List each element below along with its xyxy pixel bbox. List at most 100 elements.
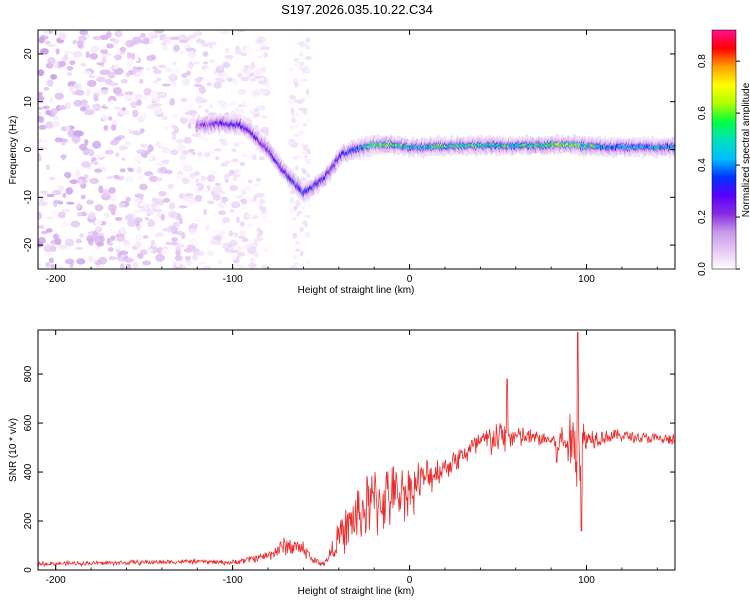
spectrogram-noise-blob xyxy=(246,191,256,197)
spectrogram-noise-blob xyxy=(228,230,234,237)
spectrogram-noise-blob xyxy=(219,141,229,147)
spectrogram-noise-blob xyxy=(252,196,257,202)
spectrogram-noise-blob xyxy=(49,163,60,168)
spectrogram-noise-blob xyxy=(114,216,123,221)
spectrogram-noise-blob xyxy=(238,187,243,196)
spectrogram-noise-blob xyxy=(193,61,201,65)
spectrogram-marks xyxy=(38,30,675,269)
spectrogram-noise-blob xyxy=(56,61,66,68)
spectrogram-noise-blob xyxy=(204,137,210,143)
spectrogram-noise-blob xyxy=(69,60,76,66)
spectrogram-noise-blob xyxy=(81,225,89,230)
spectrogram-noise-blob xyxy=(66,65,74,71)
spectrogram-noise-blob xyxy=(161,146,171,154)
spectrogram-noise-blob xyxy=(305,56,312,61)
spectrogram-noise-blob xyxy=(50,73,58,80)
spectrogram-noise-blob xyxy=(235,216,240,224)
spectrogram-noise-blob xyxy=(178,205,188,209)
spectrogram-noise-blob xyxy=(168,73,178,82)
spectrogram-noise-blob xyxy=(108,255,117,261)
spectrogram-noise-blob xyxy=(172,113,179,118)
spectrogram-noise-blob xyxy=(180,97,188,103)
spectrogram-noise-blob xyxy=(121,157,126,161)
spectrogram-noise-blob xyxy=(291,113,295,119)
spectrogram-noise-blob xyxy=(120,78,128,84)
spectrogram-noise-blob xyxy=(50,264,56,269)
spectrogram-noise-blob xyxy=(179,192,184,200)
spectrogram-noise-blob xyxy=(237,88,247,95)
spectrogram-noise-blob xyxy=(43,86,50,91)
spectrogram-noise-blob xyxy=(234,107,241,114)
spectrogram-noise-blob xyxy=(217,259,224,264)
spectrogram-noise-blob xyxy=(294,82,298,88)
spectrogram-noise-blob xyxy=(96,62,104,66)
spectrogram-noise-blob xyxy=(178,34,187,42)
spectrogram-noise-blob xyxy=(160,248,170,255)
spectrogram-noise-blob xyxy=(171,132,177,141)
spectrogram-noise-blob xyxy=(139,128,145,134)
spectrogram-noise-blob xyxy=(81,99,88,107)
spectrogram-noise-blob xyxy=(172,61,177,66)
spectrogram-noise-blob xyxy=(89,177,100,185)
spectrogram-noise-blob xyxy=(294,136,302,143)
spectrogram-noise-blob xyxy=(53,200,63,204)
spectrogram-noise-blob xyxy=(158,141,166,147)
spectrogram-noise-blob xyxy=(305,138,310,145)
spectrogram-noise-blob xyxy=(150,201,159,210)
spectrogram-noise-blob xyxy=(301,151,308,155)
spectrogram-noise-blob xyxy=(298,129,304,136)
spectrogram-noise-blob xyxy=(121,107,127,112)
spectrogram-noise-blob xyxy=(72,51,83,58)
spectrogram-noise-blob xyxy=(77,179,85,185)
spectrogram-noise-blob xyxy=(222,216,231,224)
spectrogram-noise-blob xyxy=(47,57,56,64)
spectrogram-noise-blob xyxy=(105,222,113,227)
snr-xtick-label: 100 xyxy=(578,575,595,586)
spectrogram-noise-blob xyxy=(239,221,246,227)
spectrogram-noise-blob xyxy=(86,41,92,50)
spectrogram-noise-blob xyxy=(110,124,117,131)
colorbar-ticks: 0.0 0.2 0.4 0.6 0.8 xyxy=(697,54,740,276)
spectrogram-noise-blob xyxy=(171,237,179,242)
spectrogram-noise-blob xyxy=(88,132,94,137)
spectrogram-noise-blob xyxy=(132,109,139,118)
spectrogram-noise-blob xyxy=(204,104,214,108)
spectrogram-noise-blob xyxy=(142,112,147,121)
spectrogram-noise-blob xyxy=(151,197,158,203)
spectrogram-noise-blob xyxy=(135,72,143,76)
spectrogram-noise-blob xyxy=(134,66,145,71)
spectrogram-noise-blob xyxy=(112,65,119,70)
colorbar-tick-label: 0.4 xyxy=(697,158,708,172)
spectrogram-noise-blob xyxy=(254,107,259,113)
spectrogram-noise-blob xyxy=(38,37,45,44)
spectrogram-noise-blob xyxy=(96,76,106,83)
spectrogram-noise-blob xyxy=(110,235,116,241)
spectrogram-noise-blob xyxy=(149,175,159,183)
spectrogram-noise-blob xyxy=(236,252,246,257)
spectrogram-noise-blob xyxy=(51,121,61,127)
spectrogram-noise-blob xyxy=(163,125,169,131)
spectrogram-noise-blob xyxy=(212,193,221,201)
spectrogram-noise-blob xyxy=(188,200,194,205)
spectrogram-noise-blob xyxy=(206,174,216,182)
spectrogram-noise-blob xyxy=(44,40,51,45)
spectrogram-noise-blob xyxy=(94,168,103,173)
spectrogram-noise-blob xyxy=(80,194,86,200)
spectrogram-noise-blob xyxy=(86,79,97,88)
spectrogram-ytick-label: -10 xyxy=(23,190,34,205)
spectrogram-noise-blob xyxy=(180,72,188,79)
spectrogram-noise-blob xyxy=(257,80,267,85)
spectrogram-noise-blob xyxy=(109,140,119,146)
spectrogram-noise-blob xyxy=(202,51,209,57)
spectrogram-noise-blob xyxy=(255,177,262,182)
spectrogram-noise-blob xyxy=(124,91,134,96)
spectrogram-noise-blob xyxy=(143,88,152,96)
spectrogram-noise-blob xyxy=(134,217,143,224)
spectrogram-noise-blob xyxy=(152,66,158,70)
spectrogram-noise-blob xyxy=(259,198,266,205)
spectrogram-noise-blob xyxy=(86,235,94,242)
spectrogram-noise-blob xyxy=(250,61,256,70)
spectrogram-noise-blob xyxy=(301,142,306,147)
spectrogram-noise-blob xyxy=(137,43,146,47)
